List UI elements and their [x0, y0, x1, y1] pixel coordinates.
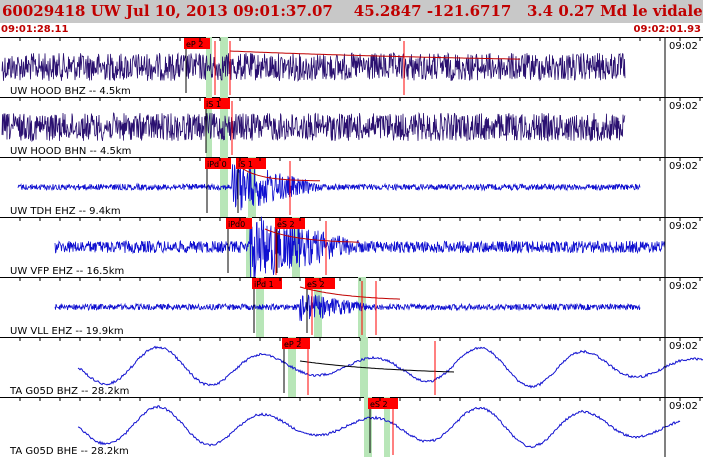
trace-panel-5[interactable]: iPd 1 eS 2 UW VLL EHZ -- 19.9km 09:02 — [0, 277, 703, 337]
pick-flag-label: iS 1 — [238, 160, 253, 169]
pick-flag-box — [205, 158, 231, 169]
pick-flag[interactable]: eP 2 — [282, 338, 310, 393]
pick-flag-label: eP 2 — [186, 40, 203, 49]
trace-panel-4[interactable]: iPd0 eS 2 UW VFP EHZ -- 16.5km 09:02 — [0, 216, 703, 280]
end-time-label: 09:02:01.93 — [633, 24, 701, 35]
pick-flag-label: iPd0 — [228, 220, 245, 229]
pick-flag-box — [204, 98, 230, 109]
trace-panel-3[interactable]: iPd 0 iS 1 UW TDH EHZ -- 9.4km 09:02 — [0, 157, 703, 217]
pick-flag[interactable]: iPd 0 — [205, 158, 231, 213]
minute-time-label: 09:02 — [669, 101, 698, 112]
pick-flag-box — [282, 338, 310, 349]
station-label: TA G05D BHZ -- 28.2km — [9, 386, 129, 397]
pick-flag-label: iS 1 — [206, 100, 221, 109]
coda-curve — [239, 166, 320, 182]
pick-flag[interactable]: iS 1 — [204, 98, 230, 153]
pick-flag[interactable]: eP 2 — [184, 38, 210, 93]
pick-flag[interactable]: eS 2 — [305, 278, 335, 333]
pick-window — [314, 277, 322, 337]
waveform — [1, 52, 626, 82]
pick-flag[interactable]: eS 2 — [368, 398, 398, 453]
pick-flag[interactable]: eS 2 — [275, 218, 305, 273]
pick-flag-label: iPd 1 — [254, 280, 274, 289]
pick-flag-label: eS 2 — [307, 280, 325, 289]
pick-flag-box — [305, 278, 335, 289]
seismogram-panel[interactable]: eP 2 UW HOOD BHZ -- 4.5km 09:02 iS 1 UW HOOD… — [0, 37, 703, 458]
pick-flag-box — [275, 218, 305, 229]
pick-flag-label: iPd 0 — [207, 160, 227, 169]
pick-flag-box — [184, 38, 210, 49]
minute-time-label: 09:02 — [669, 161, 698, 172]
pick-flag-box — [226, 218, 252, 229]
pick-flag-label: eS 2 — [370, 400, 388, 409]
trace-panel-7[interactable]: eS 2 TA G05D BHE -- 28.2km 09:02 — [0, 397, 703, 457]
waveform — [17, 164, 641, 211]
station-label: UW HOOD BHZ -- 4.5km — [10, 86, 131, 97]
trace-panel-2[interactable]: iS 1 UW HOOD BHN -- 4.5km 09:02 — [0, 97, 703, 157]
waveform — [77, 345, 703, 389]
pick-flag-box — [236, 158, 266, 169]
pick-window — [220, 97, 228, 157]
pick-flag-label: eP 2 — [284, 340, 301, 349]
event-title: 60029418 UW Jul 10, 2013 09:01:37.07 45.… — [0, 0, 703, 23]
pick-window — [384, 397, 390, 457]
station-label: UW VLL EHZ -- 19.9km — [10, 326, 124, 337]
station-label: UW VFP EHZ -- 16.5km — [10, 266, 124, 277]
trace-panel-6[interactable]: eP 2 TA G05D BHZ -- 28.2km 09:02 — [0, 337, 703, 397]
coda-curve — [229, 50, 520, 60]
pick-flag[interactable]: iPd 1 — [252, 278, 282, 333]
start-time-label: 09:01:28.11 — [1, 24, 69, 35]
coda-curve — [299, 286, 401, 300]
pick-window — [364, 397, 372, 457]
minute-time-label: 09:02 — [669, 341, 698, 352]
pick-window — [360, 337, 368, 397]
waveform — [1, 111, 626, 143]
coda-curve — [299, 360, 455, 373]
pick-flag-box — [252, 278, 282, 289]
waveform — [54, 294, 641, 322]
waveform — [77, 405, 681, 449]
station-label: UW HOOD BHN -- 4.5km — [10, 146, 131, 157]
minute-time-label: 09:02 — [669, 281, 698, 292]
pick-flag[interactable]: iPd0 — [226, 218, 252, 273]
minute-time-label: 09:02 — [669, 221, 698, 232]
waveform — [54, 216, 666, 280]
minute-time-label: 09:02 — [669, 401, 698, 412]
pick-flag-box — [368, 398, 398, 409]
pick-window — [246, 217, 252, 277]
pick-window — [248, 157, 256, 217]
time-range-bar: 09:01:28.11 09:02:01.93 — [0, 23, 703, 37]
station-label: UW TDH EHZ -- 9.4km — [10, 206, 121, 217]
minute-time-label: 09:02 — [669, 41, 698, 52]
station-label: TA G05D BHE -- 28.2km — [9, 446, 129, 457]
coda-curve — [264, 228, 360, 243]
pick-flag[interactable]: iS 1 — [236, 158, 266, 213]
trace-panel-1[interactable]: eP 2 UW HOOD BHZ -- 4.5km 09:02 — [0, 37, 703, 97]
pick-flag-label: eS 2 — [277, 220, 295, 229]
